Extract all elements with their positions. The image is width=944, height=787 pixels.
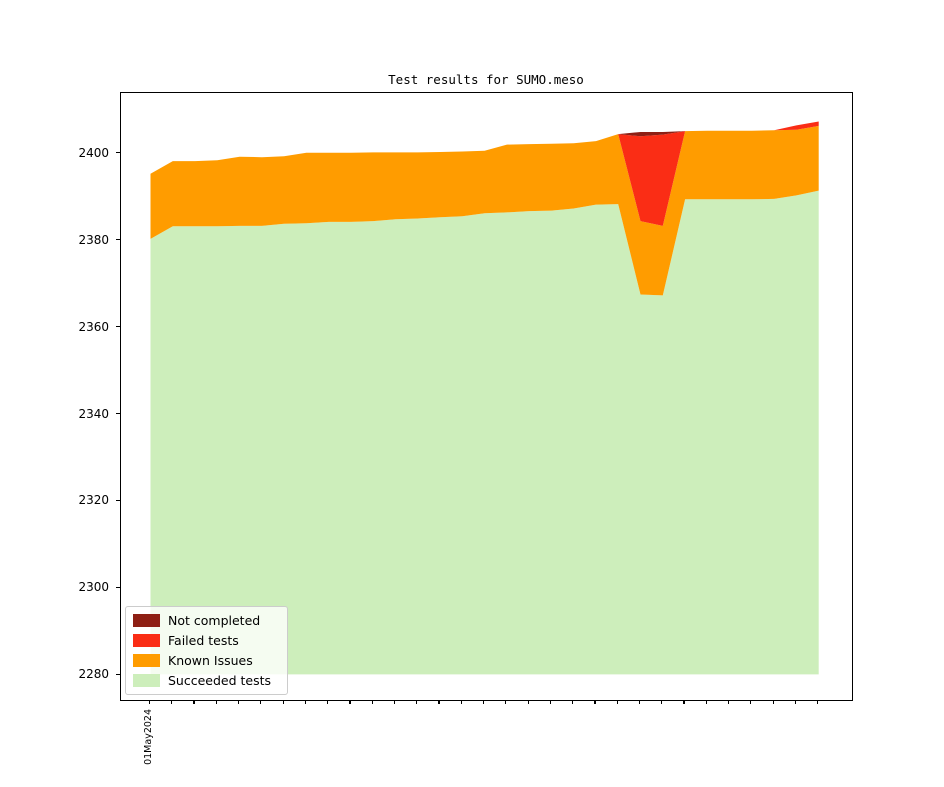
x-tick-mark (171, 700, 173, 705)
y-tick-label: 2280 (78, 667, 109, 682)
y-tick-label: 2400 (78, 145, 109, 160)
y-tick-mark (116, 412, 120, 415)
x-tick-mark (527, 700, 529, 705)
x-tick-mark (148, 700, 151, 705)
x-tick-label: 01May2024 (142, 709, 154, 765)
x-tick-mark (661, 700, 663, 705)
legend-swatch (133, 674, 160, 688)
x-tick-mark (794, 700, 796, 705)
y-tick-mark (116, 499, 120, 502)
area-known-issues (150, 125, 819, 296)
x-tick-mark (327, 700, 329, 705)
area-not-completed (150, 121, 819, 174)
x-tick-mark (460, 700, 462, 705)
x-tick-mark (817, 700, 819, 705)
y-tick-label: 2320 (78, 493, 109, 508)
x-tick-mark (616, 700, 618, 705)
x-tick-mark (282, 700, 284, 705)
legend-row: Failed tests (133, 631, 279, 649)
x-tick-mark (193, 700, 195, 705)
y-tick-mark (116, 586, 120, 588)
x-tick-mark (260, 700, 262, 705)
y-tick-label: 2360 (78, 319, 109, 334)
y-tick-label: 2340 (78, 406, 109, 421)
x-tick-mark (393, 700, 396, 705)
x-tick-mark (772, 700, 774, 705)
legend-swatch (133, 654, 160, 668)
x-tick-mark (705, 700, 707, 705)
legend-label: Failed tests (168, 632, 239, 648)
x-tick-mark (482, 700, 485, 705)
legend-swatch (133, 633, 160, 647)
y-tick-mark (116, 673, 120, 675)
legend-label: Not completed (168, 612, 261, 628)
x-tick-mark (750, 700, 752, 705)
x-tick-mark (237, 700, 240, 705)
x-tick-mark (416, 700, 418, 705)
legend-label: Known Issues (168, 653, 253, 669)
area-succeeded-tests (150, 190, 819, 675)
x-tick-mark (594, 700, 596, 705)
y-tick-mark (116, 152, 120, 154)
y-tick-label: 2380 (78, 232, 109, 247)
x-tick-mark (304, 700, 306, 705)
legend-row: Succeeded tests (133, 672, 279, 690)
x-tick-mark (215, 700, 217, 705)
legend-swatch (133, 613, 160, 627)
legend: Not completed Failed tests Known Issues Suc… (125, 606, 288, 695)
x-tick-mark (438, 700, 440, 705)
legend-row: Known Issues (133, 652, 279, 670)
y-tick-mark (116, 239, 120, 241)
legend-row: Not completed (133, 611, 279, 629)
x-tick-mark (638, 700, 641, 705)
x-tick-mark (728, 700, 730, 705)
x-tick-mark (349, 700, 351, 705)
x-tick-mark (683, 700, 685, 705)
x-tick-mark (505, 700, 507, 705)
x-tick-mark (572, 700, 574, 705)
stacked-area-chart (150, 121, 819, 675)
legend-label: Succeeded tests (168, 673, 272, 689)
chart-title: Test results for SUMO.meso (388, 72, 584, 87)
area-failed-tests (150, 121, 819, 226)
y-tick-mark (116, 325, 120, 328)
x-tick-mark (549, 700, 551, 705)
y-tick-label: 2300 (78, 580, 109, 595)
x-tick-mark (371, 700, 373, 705)
plot-area (120, 92, 853, 701)
